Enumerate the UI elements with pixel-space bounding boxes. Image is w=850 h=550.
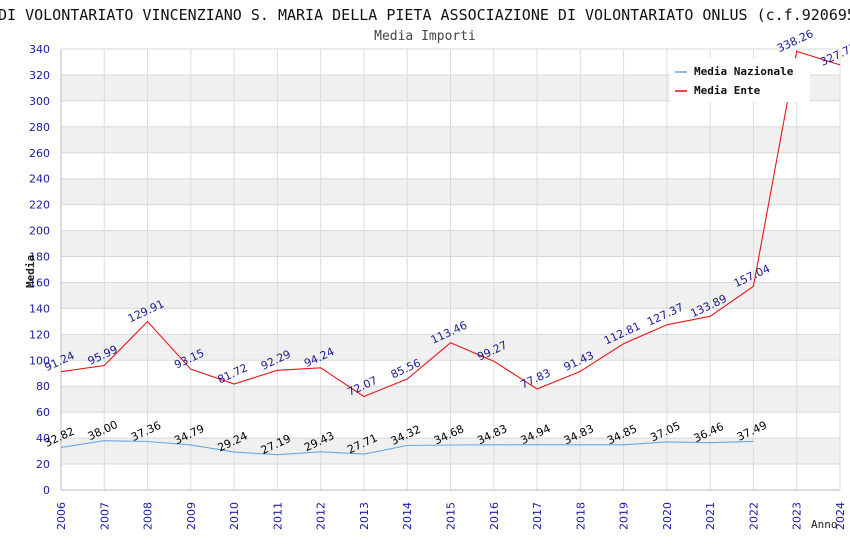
y-tick-label: 300	[29, 95, 50, 108]
y-tick-label: 120	[29, 328, 50, 341]
y-tick-label: 60	[36, 406, 50, 419]
x-tick-label: 2022	[747, 502, 760, 530]
x-tick-label: 2019	[618, 502, 631, 530]
x-tick-label: 2006	[55, 502, 68, 530]
series-line-media-nazionale	[60, 440, 754, 456]
y-tick-label: 80	[36, 380, 50, 393]
x-tick-label: 2009	[185, 502, 198, 530]
x-tick-label: 2024	[834, 502, 847, 530]
x-tick-label: 2021	[704, 502, 717, 530]
x-tick-label: 2023	[791, 502, 804, 530]
x-tick-label: 2016	[488, 502, 501, 530]
x-axis-ticks: 2006 2007 2008 2009 2010 2011 2012 2013 2014 2015…	[55, 502, 847, 530]
y-tick-label: 100	[29, 354, 50, 367]
x-tick-label: 2017	[531, 502, 544, 530]
y-tick-label: 200	[29, 225, 50, 238]
x-tick-label: 2015	[445, 502, 458, 530]
x-tick-label: 2013	[358, 502, 371, 530]
legend-box	[670, 58, 810, 102]
y-tick-label: 0	[43, 484, 50, 497]
x-tick-label: 2018	[574, 502, 587, 530]
y-tick-label: 160	[29, 276, 50, 289]
legend: Media Nazionale Media Ente	[670, 58, 810, 102]
y-tick-label: 340	[29, 43, 50, 56]
y-tick-label: 140	[29, 302, 50, 315]
y-tick-label: 240	[29, 173, 50, 186]
y-tick-label: 260	[29, 147, 50, 160]
y-axis-label: Media	[24, 255, 37, 288]
legend-label-media-nazionale: Media Nazionale	[694, 65, 794, 78]
chart-subtitle: Media Importi	[374, 29, 476, 44]
x-tick-label: 2011	[271, 502, 284, 530]
gridlines	[60, 48, 841, 491]
series-line-media-ente	[60, 50, 841, 398]
y-tick-label: 40	[36, 432, 50, 445]
series-lines	[60, 50, 841, 456]
x-tick-label: 2014	[401, 502, 414, 530]
y-tick-label: 220	[29, 199, 50, 212]
y-tick-label: 320	[29, 69, 50, 82]
x-tick-label: 2008	[142, 502, 155, 530]
y-axis-ticks: 0 20 40 60 80 100 120 140 160 180 200 220 240 260 280 3…	[29, 43, 50, 497]
x-tick-label: 2010	[228, 502, 241, 530]
x-axis-label: Anno	[811, 518, 838, 531]
x-tick-label: 2020	[661, 502, 674, 530]
x-tick-label: 2012	[315, 502, 328, 530]
chart-title: DI VOLONTARIATO VINCENZIANO S. MARIA DEL…	[0, 6, 850, 24]
legend-label-media-ente: Media Ente	[694, 84, 761, 97]
y-tick-label: 180	[29, 251, 50, 264]
x-tick-label: 2007	[98, 502, 111, 530]
y-tick-label: 280	[29, 121, 50, 134]
y-tick-label: 20	[36, 458, 50, 471]
